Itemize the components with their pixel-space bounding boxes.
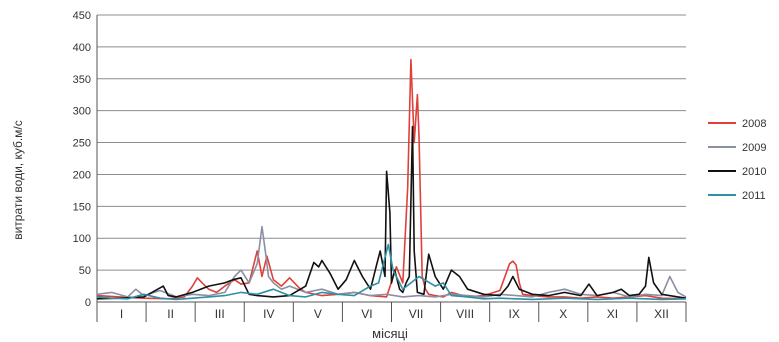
y-tick-label: 250 [73,138,91,150]
x-axis-label: місяці [372,326,408,341]
y-tick-label: 50 [79,265,91,277]
y-tick-labels: 0 50 100 150 200 250 300 350 400 450 [73,10,91,309]
series-line-2011 [96,243,687,301]
y-tick-label: 150 [73,201,91,213]
x-category-label: II [167,307,174,321]
series-line-2010 [96,125,687,300]
legend-label-2009: 2009 [742,142,766,154]
series-lines [96,58,687,301]
legend-label-2008: 2008 [742,118,766,130]
x-category-label: I [120,307,123,321]
x-category-label: III [215,307,225,321]
x-category-label: XI [607,307,618,321]
x-category-label: XII [654,307,669,321]
legend-label-2011: 2011 [742,190,766,202]
x-category-label: VI [361,307,372,321]
x-category-label: V [314,307,322,321]
grid-lines [97,14,686,303]
y-tick-label: 0 [85,297,91,309]
legend-label-2010: 2010 [742,166,766,178]
y-tick-label: 400 [73,42,91,54]
series-line-2009 [96,225,687,298]
y-axis-label: витрати води, куб.м/с [11,120,25,240]
series-line-2008 [96,58,687,300]
x-category-labels: I II III IV V VI VII VIII IX X XI XII [96,302,687,322]
x-category-label: IX [509,307,520,321]
y-tick-label: 450 [73,10,91,22]
y-tick-label: 100 [73,233,91,245]
y-tick-label: 350 [73,74,91,86]
x-category-label: VIII [456,307,474,321]
y-tick-label: 300 [73,106,91,118]
x-category-label: X [559,307,567,321]
x-category-label: IV [263,307,274,321]
y-tick-label: 200 [73,169,91,181]
x-category-label: VII [409,307,424,321]
legend: 2008 2009 2010 2011 [708,118,766,202]
